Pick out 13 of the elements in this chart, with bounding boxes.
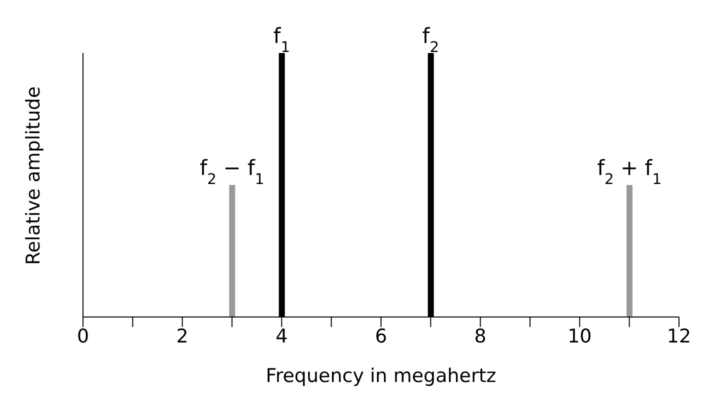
x-tick-label: 4 (276, 325, 288, 348)
x-tick-label: 10 (568, 325, 592, 348)
annotation: f$_{2}$ (422, 24, 440, 56)
x-tick-label: 6 (374, 325, 388, 348)
x-tick-label: 0 (76, 325, 90, 348)
x-tick-label: 2 (176, 325, 188, 348)
annotation: f$_{1}$ (273, 24, 290, 56)
x-tick-label: 12 (666, 325, 692, 348)
y-axis-title: Relative amplitude (22, 86, 45, 265)
x-tick-label: 8 (474, 325, 486, 348)
x-axis-title: Frequency in megahertz (266, 365, 496, 387)
annotation: f$_{2}$ + f$_{1}$ (597, 156, 662, 188)
annotation: f$_{2}$ − f$_{1}$ (200, 156, 264, 188)
